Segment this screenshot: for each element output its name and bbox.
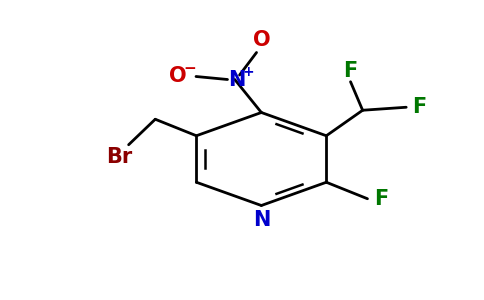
Text: Br: Br [106, 147, 132, 167]
Text: O: O [169, 67, 186, 86]
Text: +: + [242, 65, 254, 79]
Text: F: F [413, 97, 427, 117]
Text: −: − [183, 61, 196, 76]
Text: N: N [253, 210, 270, 230]
Text: F: F [344, 61, 358, 81]
Text: N: N [228, 70, 246, 89]
Text: O: O [253, 31, 270, 50]
Text: F: F [374, 189, 388, 209]
